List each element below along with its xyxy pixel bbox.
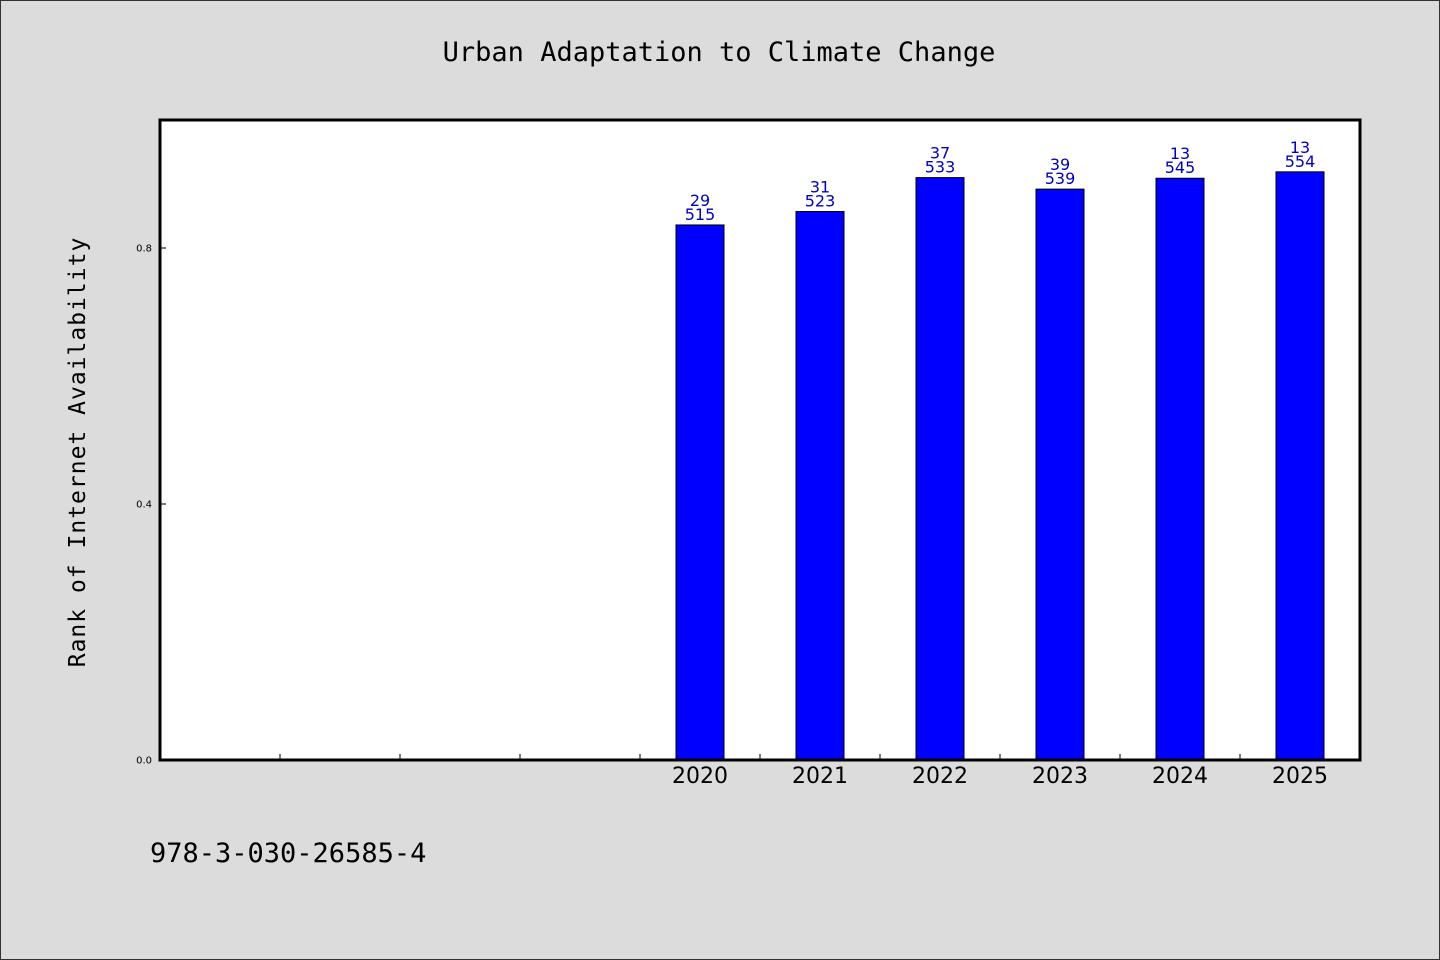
bar-label-top: 29 <box>690 191 710 210</box>
bar <box>1155 177 1205 761</box>
x-tick-label: 2022 <box>912 764 968 789</box>
bar-label-top: 39 <box>1050 155 1070 174</box>
chart-title: Urban Adaptation to Climate Change <box>443 37 996 68</box>
y-tick-label: 0.4 <box>136 500 152 511</box>
bar <box>675 224 725 761</box>
bar-label-bottom: 515 <box>685 205 716 224</box>
plot-border <box>158 118 1362 762</box>
bar-label-top: 13 <box>1170 144 1190 163</box>
bar-label-bottom: 533 <box>925 158 956 177</box>
x-tick-label: 2021 <box>792 764 848 789</box>
bar-label-bottom: 545 <box>1165 158 1196 177</box>
bar-label-top: 37 <box>930 144 950 163</box>
isbn-text: 978-3-030-26585-4 <box>150 838 426 869</box>
bar <box>915 177 965 761</box>
y-tick-label: 0.8 <box>136 244 152 255</box>
y-axis-label: Rank of Internet Availability <box>65 237 91 668</box>
x-tick-label: 2025 <box>1272 764 1328 789</box>
bar-label-top: 13 <box>1290 138 1310 157</box>
x-tick-label: 2024 <box>1152 764 1208 789</box>
bar-label-bottom: 523 <box>805 192 836 211</box>
x-tick-label: 2023 <box>1032 764 1088 789</box>
x-tick-label: 2020 <box>672 764 728 789</box>
bar-label-bottom: 554 <box>1285 152 1316 171</box>
bar <box>1275 171 1325 761</box>
y-tick-label: 0.0 <box>136 756 152 767</box>
bar-label-bottom: 539 <box>1045 169 1076 188</box>
x-axis-ticks: 2020 2021 2022 2023 2024 2025 <box>279 754 1328 789</box>
bar <box>1035 188 1085 761</box>
bar-label-top: 31 <box>810 178 830 197</box>
bar <box>795 211 845 761</box>
